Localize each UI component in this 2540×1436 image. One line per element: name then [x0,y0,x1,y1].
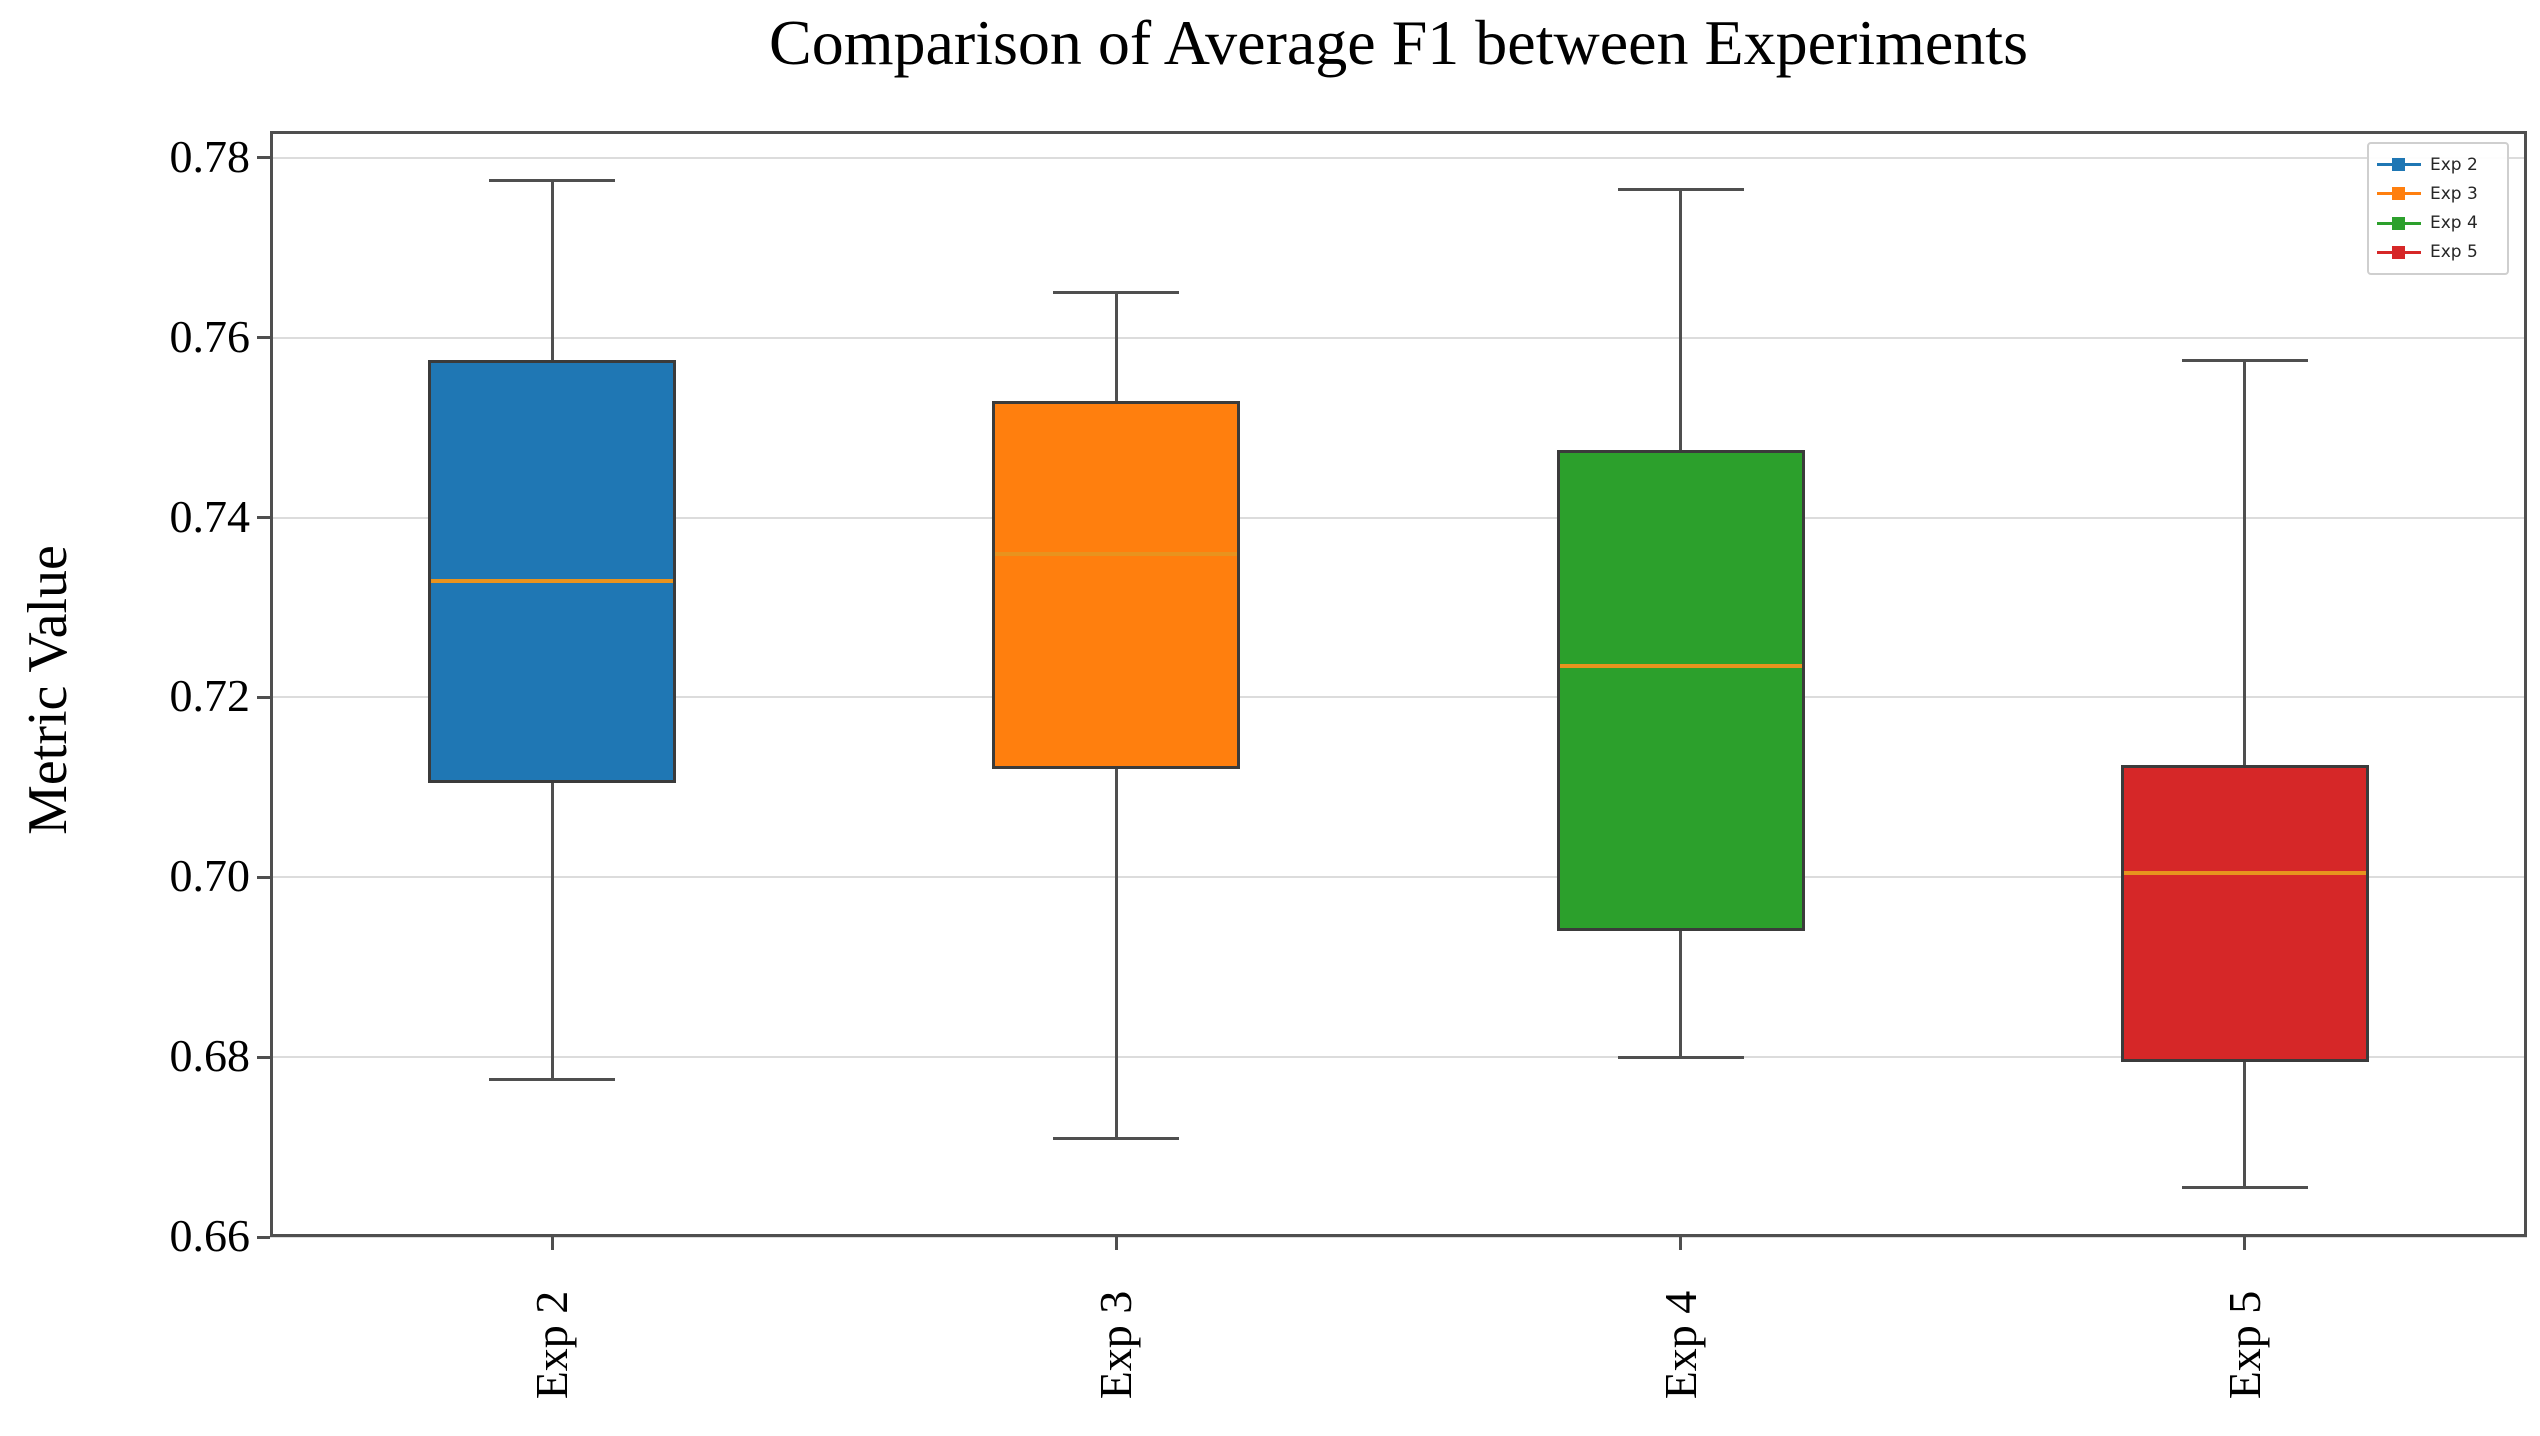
x-tick-mark [2243,1237,2247,1250]
x-tick-mark [1679,1237,1683,1250]
x-tick-label: Exp 2 [526,1290,578,1400]
whisker-cap-bottom [489,1078,616,1082]
legend-label: Exp 3 [2430,183,2478,204]
y-tick-label: 0.68 [169,1030,251,1082]
x-tick-label: Exp 3 [1090,1290,1142,1400]
x-tick-mark [550,1237,554,1250]
box-exp-3 [992,400,1241,770]
whisker-cap-top [2181,358,2308,362]
legend-marker-icon [2377,216,2421,231]
y-gridline [270,1236,2527,1238]
y-gridline [270,336,2527,339]
median-line [2123,870,2366,875]
median-line [431,578,674,583]
legend-label: Exp 2 [2430,154,2478,175]
whisker-cap-top [1617,187,1744,191]
box-exp-5 [2120,764,2369,1062]
legend-marker-icon [2377,186,2421,201]
y-tick-mark [257,1235,270,1239]
whisker-cap-bottom [1617,1055,1744,1059]
legend-square-icon [2392,158,2405,172]
y-gridline [270,876,2527,879]
box-exp-4 [1556,450,1805,932]
y-gridline [270,1056,2527,1059]
legend-square-icon [2392,187,2405,201]
median-line [1559,664,1802,669]
y-tick-mark [257,516,270,520]
whisker-lower [1114,769,1118,1139]
y-tick-mark [257,1055,270,1059]
y-tick-mark [257,336,270,340]
legend-label: Exp 5 [2430,242,2478,263]
whisker-cap-top [1053,291,1180,295]
y-tick-label: 0.72 [169,670,251,722]
x-tick-label: Exp 5 [2218,1290,2270,1400]
whisker-cap-top [489,178,616,182]
x-tick-label: Exp 4 [1654,1290,1706,1400]
legend-item: Exp 4 [2377,209,2499,238]
whisker-upper [1114,292,1118,401]
chart-title: Comparison of Average F1 between Experim… [769,7,2028,78]
y-tick-label: 0.76 [169,310,251,362]
y-tick-mark [257,875,270,879]
legend-marker-icon [2377,157,2421,172]
y-gridline [270,516,2527,519]
y-gridline [270,156,2527,159]
legend-label: Exp 4 [2430,213,2478,234]
box-exp-2 [428,360,677,783]
median-line [995,551,1238,556]
legend-square-icon [2392,245,2405,259]
y-tick-mark [257,695,270,699]
legend-marker-icon [2377,245,2421,260]
whisker-cap-bottom [1053,1136,1180,1140]
legend-item: Exp 3 [2377,179,2499,208]
whisker-upper [1679,189,1683,451]
whisker-cap-bottom [2181,1186,2308,1190]
whisker-lower [1679,931,1683,1058]
y-tick-mark [257,156,270,160]
x-tick-mark [1114,1237,1118,1250]
legend: Exp 2 Exp 3 Exp 4 Exp 5 [2367,142,2509,275]
legend-square-icon [2392,216,2405,230]
y-tick-label: 0.66 [169,1210,251,1262]
y-tick-label: 0.78 [169,131,251,183]
legend-item: Exp 5 [2377,238,2499,267]
whisker-lower [2243,1061,2247,1188]
y-gridline [270,696,2527,699]
y-tick-label: 0.70 [169,850,251,902]
y-tick-label: 0.74 [169,490,251,542]
whisker-upper [550,180,554,361]
whisker-upper [2243,360,2247,765]
whisker-lower [550,782,554,1080]
legend-item: Exp 2 [2377,150,2499,179]
